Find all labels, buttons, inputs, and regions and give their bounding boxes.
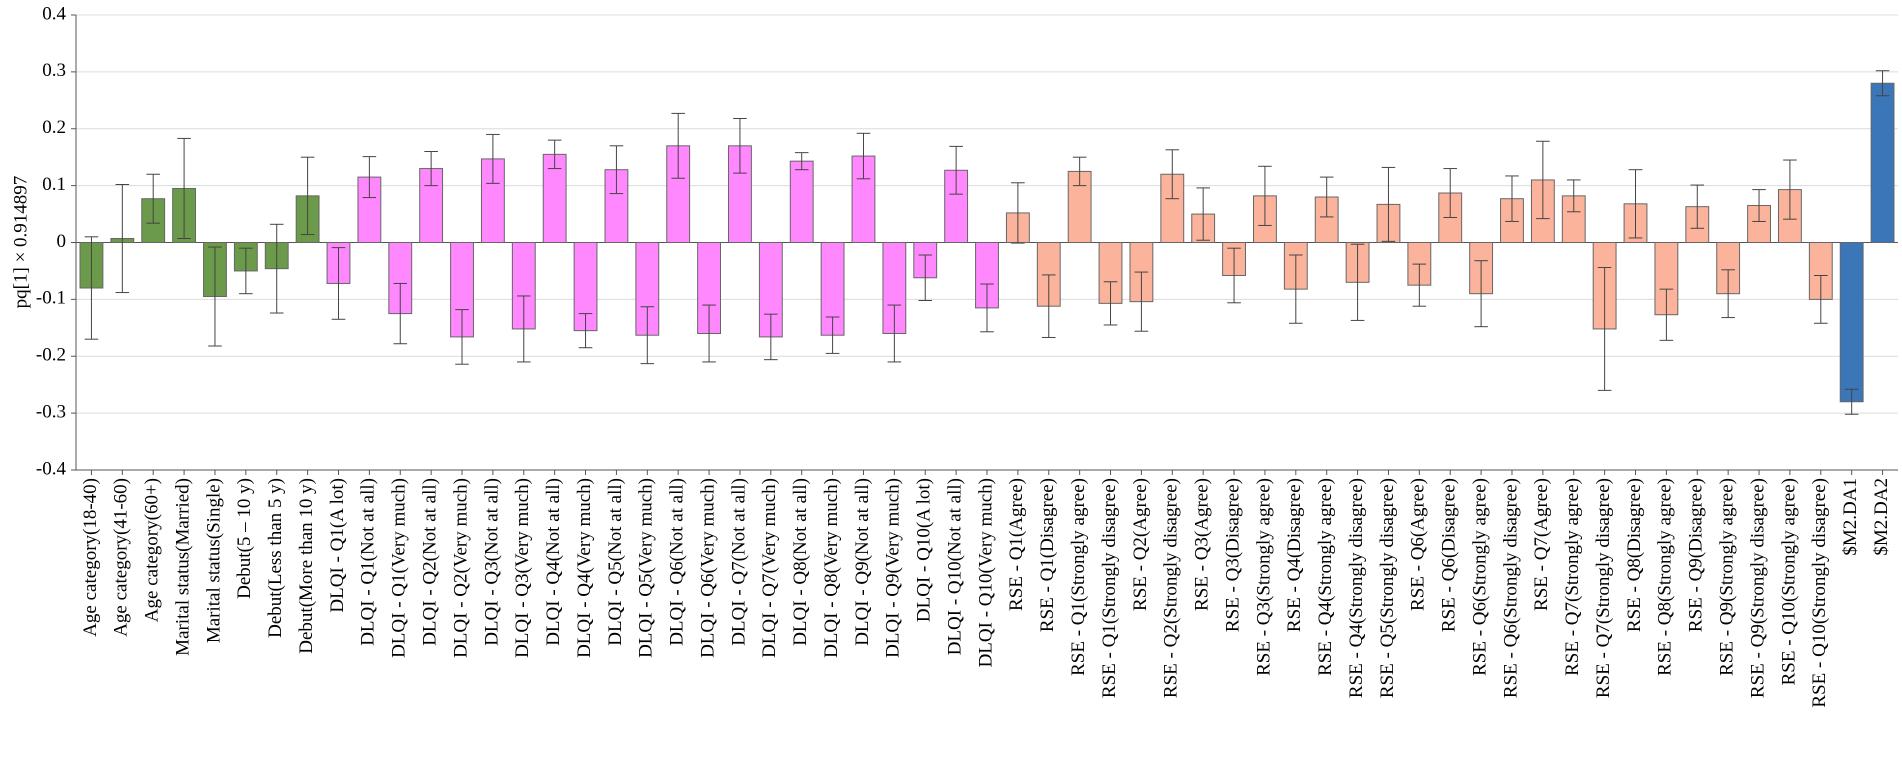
y-tick-label: 0.1 [42,174,66,195]
x-tick-label: RSE - Q9(Strongly disagree) [1747,478,1768,698]
x-tick-label: RSE - Q1(Strongly disagree) [1099,478,1120,698]
x-tick-label: RSE - Q3(Strongly agree) [1253,478,1274,676]
x-tick-label: RSE - Q10(Strongly disagree) [1809,478,1830,708]
x-tick-label: RSE - Q7(Agree) [1531,478,1552,611]
x-tick-label: RSE - Q6(Strongly agree) [1469,478,1490,676]
x-tick-label: RSE - Q8(Disagree) [1624,478,1645,632]
x-tick-label: DLQI - Q2(Very much) [450,478,471,658]
x-tick-label: RSE - Q3(Agree) [1192,478,1213,611]
x-tick-label: DLQI - Q4(Not at all) [543,478,564,646]
x-tick-label: RSE - Q8(Strongly agree) [1655,478,1676,676]
bar [1870,82,1895,243]
x-tick-label: RSE - Q4(Disagree) [1284,478,1305,632]
x-tick-label: DLQI - Q4(Very much) [574,478,595,658]
x-tick-label: RSE - Q6(Disagree) [1439,478,1460,632]
x-tick-label: DLQI - Q2(Not at all) [419,478,440,646]
y-tick-label: -0.3 [36,401,66,422]
x-tick-label: RSE - Q4(Strongly agree) [1315,478,1336,676]
y-tick-label: -0.2 [36,345,66,366]
x-tick-label: RSE - Q5(Strongly disagree) [1377,478,1398,698]
x-tick-label: Debut(5 – 10 y) [234,478,255,599]
x-tick-label: RSE - Q3(Disagree) [1222,478,1243,632]
x-tick-label: RSE - Q7(Strongly disagree) [1593,478,1614,698]
x-tick-label: RSE - Q1(Agree) [1006,478,1027,611]
y-tick-label: 0 [57,231,67,252]
bar [789,160,814,243]
x-tick-label: DLQI - Q10(Very much) [975,478,996,667]
y-tick-label: 0.3 [42,60,66,81]
x-tick-label: Marital status(Married) [172,478,193,656]
x-tick-label: DLQI - Q7(Not at all) [728,478,749,646]
x-tick-label: RSE - Q1(Strongly agree) [1068,478,1089,676]
x-tick-label: RSE - Q10(Strongly agree) [1778,478,1799,685]
x-tick-label: Age category(60+) [142,478,163,622]
x-tick-label: DLQI - Q6(Not at all) [667,478,688,646]
x-tick-label: RSE - Q6(Agree) [1408,478,1429,611]
y-tick-label: -0.4 [36,458,67,479]
x-tick-label: DLQI - Q8(Not at all) [790,478,811,646]
x-tick-label: DLQI - Q1(Very much) [389,478,410,658]
x-tick-label: Age category(18-40) [80,478,101,637]
x-tick-label: DLQI - Q8(Very much) [821,478,842,658]
x-tick-label: DLQI - Q6(Very much) [697,478,718,658]
y-tick-label: 0.2 [42,117,66,138]
x-tick-label: RSE - Q6(Strongly disagree) [1500,478,1521,698]
x-tick-label: DLQI - Q3(Not at all) [481,478,502,646]
y-axis-label: pq[1] × 0.914897 [10,176,31,309]
x-tick-label: DLQI - Q10(A lot) [914,478,935,622]
x-tick-label: RSE - Q2(Strongly disagree) [1161,478,1182,698]
x-tick-label: RSE - Q2(Agree) [1130,478,1151,611]
x-tick-label: Debut(More than 10 y) [296,478,317,654]
x-tick-label: DLQI - Q1(A lot) [327,478,348,613]
x-tick-label: DLQI - Q1(Not at all) [358,478,379,646]
x-tick-label: DLQI - Q9(Not at all) [852,478,873,646]
x-tick-label: DLQI - Q10(Not at all) [944,478,965,655]
x-tick-label: RSE - Q7(Strongly agree) [1562,478,1583,676]
x-tick-label: $M2.DA2 [1871,478,1892,556]
y-tick-label: 0.4 [42,3,66,24]
y-tick-label: -0.1 [36,288,66,309]
x-tick-label: DLQI - Q5(Very much) [636,478,657,658]
x-tick-label: DLQI - Q7(Very much) [759,478,780,658]
x-tick-label: DLQI - Q5(Not at all) [605,478,626,646]
x-tick-label: RSE - Q9(Strongly agree) [1717,478,1738,676]
bar [1839,242,1864,403]
x-tick-label: Marital status(Single) [203,478,224,643]
x-tick-label: DLQI - Q3(Very much) [512,478,533,658]
x-tick-label: RSE - Q1(Disagree) [1037,478,1058,632]
x-tick-label: DLQI - Q9(Very much) [883,478,904,658]
x-tick-label: Age category(41-60) [111,478,132,637]
x-tick-label: $M2.DA1 [1840,478,1861,556]
x-tick-label: RSE - Q4(Strongly disagree) [1346,478,1367,698]
x-tick-label: RSE - Q9(Disagree) [1686,478,1707,632]
x-tick-label: Debut(Less than 5 y) [265,478,286,638]
